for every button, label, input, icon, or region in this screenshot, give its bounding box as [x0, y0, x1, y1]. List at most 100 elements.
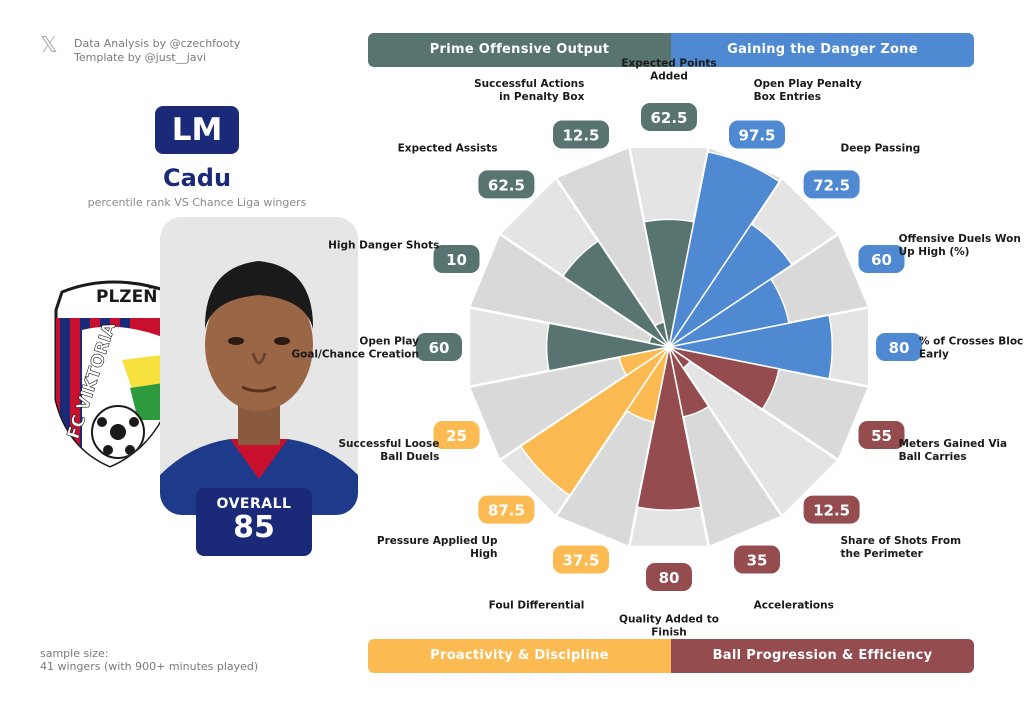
- overall-score-box: OVERALL 85: [196, 488, 312, 556]
- value-pill: [876, 333, 922, 361]
- metric-label-line: Successful Loose: [338, 438, 439, 450]
- x-logo-icon: 𝕏: [40, 33, 58, 58]
- metric-label-line: Expected Points: [621, 58, 716, 70]
- metric-label-line: Successful Actions: [474, 78, 584, 90]
- radar-value-wedge: [519, 346, 670, 497]
- value-label: 35: [747, 552, 768, 570]
- metric-label: Successful Loose Ball Duels: [338, 438, 439, 463]
- metric-label-line: Added: [650, 71, 688, 83]
- metric-label: % of Crosses BlockedEarly: [919, 336, 1024, 361]
- credits: 𝕏 Data Analysis by @czechfooty Template …: [40, 33, 241, 65]
- sample-size-note: sample size: 41 wingers (with 900+ minut…: [40, 647, 258, 673]
- metric-label-line: Ball Carries: [899, 451, 967, 463]
- metric-label-line: Offensive Duels Won: [899, 233, 1021, 245]
- metric-label: Open Play Penalty Box Entries: [754, 78, 862, 103]
- radar-value-wedge: [668, 314, 833, 380]
- metric-label-line: Share of Shots From: [841, 535, 962, 547]
- radar-value-wedge: [545, 322, 670, 372]
- metric-label-line: % of Crosses Blocked: [919, 336, 1024, 348]
- value-pill: [433, 421, 480, 449]
- metric-label: Open Play Goal/Chance Creation: [292, 336, 420, 361]
- overall-label: OVERALL: [216, 496, 292, 512]
- value-label: 62.5: [488, 176, 525, 194]
- value-pill: [729, 120, 785, 149]
- metric-label-line: Open Play: [359, 336, 419, 348]
- radar-value-wedge: [653, 321, 670, 348]
- value-label: 10: [446, 251, 467, 269]
- radar-value-wedge: [668, 346, 780, 411]
- metric-label-line: Ball Duels: [380, 451, 439, 463]
- value-label: 60: [871, 251, 892, 269]
- value-label: 60: [429, 339, 450, 357]
- value-pill: [803, 170, 860, 199]
- metric-label: Expected Points Added: [621, 58, 716, 83]
- metric-label-line: Deep Passing: [841, 143, 921, 155]
- value-label: 87.5: [488, 502, 525, 520]
- metric-label-line: the Perimeter: [841, 548, 924, 560]
- value-label: 80: [659, 569, 680, 587]
- metric-label-line: Meters Gained Via: [899, 438, 1008, 450]
- metric-label-line: Up High (%): [899, 246, 970, 258]
- value-pill: [858, 245, 905, 273]
- value-pill: [553, 545, 609, 574]
- value-label: 80: [889, 339, 910, 357]
- metric-label: Meters Gained Via Ball Carries: [899, 438, 1008, 463]
- value-label: 12.5: [562, 127, 599, 145]
- value-pill: [641, 103, 697, 131]
- category-ball-progression-efficiency: Ball Progression & Efficiency: [671, 639, 974, 673]
- metric-label-line: High: [470, 548, 497, 560]
- metric-label-line: Quality Added to: [619, 614, 719, 626]
- radar-value-wedge: [561, 239, 670, 348]
- metric-label-line: Accelerations: [754, 600, 834, 612]
- metric-label-line: Early: [919, 349, 949, 361]
- metric-label: Foul Differential: [489, 600, 585, 612]
- metric-label: Accelerations: [754, 600, 834, 612]
- value-pill: [478, 170, 535, 199]
- value-label: 55: [871, 427, 892, 445]
- value-label: 25: [446, 427, 467, 445]
- sample-size-detail: 41 wingers (with 900+ minutes played): [40, 660, 259, 673]
- metric-label: Expected Assists: [398, 143, 498, 155]
- value-pill: [734, 545, 780, 574]
- metric-label-line: Expected Assists: [398, 143, 498, 155]
- position-badge: LM: [155, 106, 239, 154]
- metric-label-line: Box Entries: [754, 91, 821, 103]
- metric-label-line: Open Play Penalty: [754, 78, 862, 90]
- value-pill: [858, 421, 905, 449]
- credits-line-template: Template by @just__javi: [74, 51, 207, 64]
- radar-value-wedge: [668, 151, 781, 348]
- metric-label: High Danger Shots: [328, 239, 439, 251]
- value-label: 97.5: [738, 127, 775, 145]
- category-prime-offensive-output: Prime Offensive Output: [368, 33, 671, 67]
- metric-label: Pressure Applied Up High: [377, 535, 498, 560]
- crest-top-text: PLZEŇ: [96, 285, 157, 307]
- metric-label-line: in Penalty Box: [499, 91, 584, 103]
- player-name: Cadu: [162, 164, 232, 192]
- credits-line-analysis: Data Analysis by @czechfooty: [74, 37, 241, 50]
- overall-value: 85: [233, 510, 275, 545]
- player-photo: [160, 217, 358, 515]
- value-pill: [416, 333, 462, 361]
- category-gaining-danger-zone: Gaining the Danger Zone: [671, 33, 974, 67]
- metric-label: Successful Actions in Penalty Box: [474, 78, 585, 103]
- metric-label-line: Foul Differential: [489, 600, 585, 612]
- value-label: 72.5: [813, 176, 850, 194]
- metric-label-line: Finish: [651, 627, 687, 639]
- value-pill: [553, 120, 609, 149]
- sample-size-label: sample size:: [40, 647, 109, 660]
- metric-label-line: High Danger Shots: [328, 239, 439, 251]
- radar-value-wedge: [668, 222, 794, 348]
- value-label: 12.5: [813, 502, 850, 520]
- metric-label: Offensive Duels Won Up High (%): [899, 233, 1021, 258]
- metric-label-line: Goal/Chance Creation: [292, 349, 420, 361]
- value-pill: [646, 563, 692, 591]
- metric-label-line: Pressure Applied Up: [377, 535, 498, 547]
- value-label: 37.5: [562, 552, 599, 570]
- metric-label: Quality Added to Finish: [619, 614, 719, 639]
- metric-label: Deep Passing: [841, 143, 921, 155]
- value-pill: [478, 495, 535, 524]
- club-crest-logo: PLZEŇ FC VIKTORIA: [54, 280, 170, 468]
- metric-label: Share of Shots From the Perimeter: [841, 535, 962, 560]
- value-label: 62.5: [650, 109, 687, 127]
